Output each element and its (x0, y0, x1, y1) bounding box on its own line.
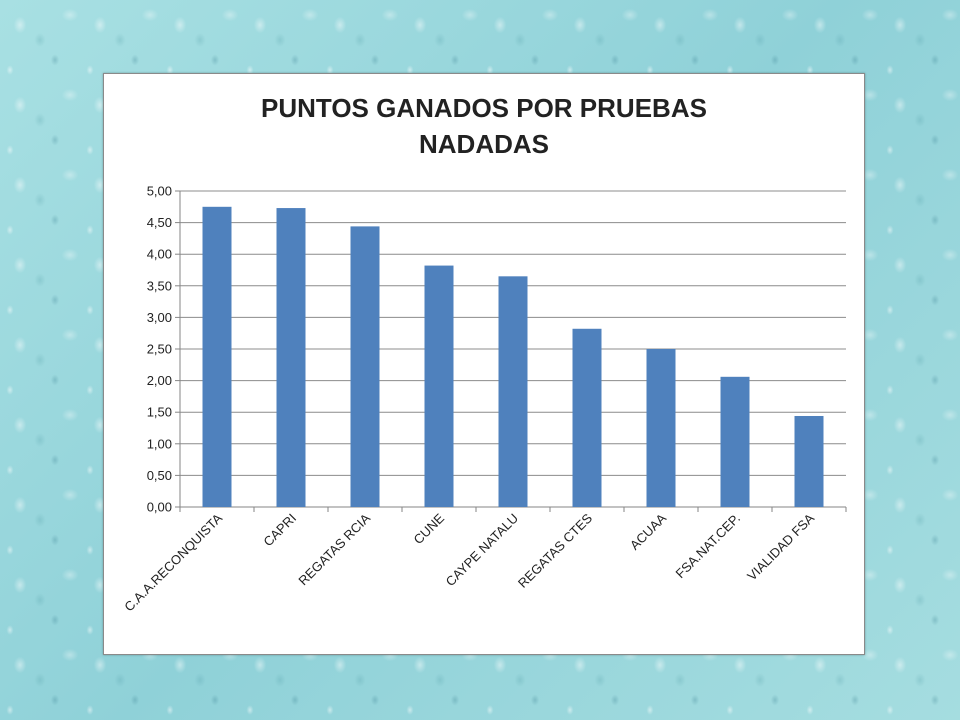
bar-chart: 0,00 0,50 1,00 1,50 2,00 2,50 3,00 3,50 4,00 4,50… (121, 184, 847, 614)
x-tick-label: C.A.A.RECONQUISTA (121, 510, 225, 614)
y-tick-label: 3,50 (147, 278, 172, 293)
bar-caype-natalu (498, 276, 528, 507)
bar-regatas-ctes (572, 328, 602, 507)
bar-regatas-rcia (350, 226, 380, 507)
x-tick-label: REGATAS RCIA (295, 510, 373, 588)
chart-title-line-2: NADADAS (419, 129, 549, 159)
y-tick-label: 0,00 (147, 500, 172, 515)
y-tick-label: 4,00 (147, 247, 172, 262)
x-tick-label: CUNE (410, 510, 447, 547)
x-tick-label: CAPRI (260, 511, 299, 550)
y-tick-label: 2,00 (147, 373, 172, 388)
chart-title-line-1: PUNTOS GANADOS POR PRUEBAS (261, 93, 707, 123)
bar-fsa-nat-cep (720, 376, 750, 507)
x-tick-label: ACUAA (627, 510, 670, 553)
y-tick-label: 3,00 (147, 310, 172, 325)
y-tick-label: 2,50 (147, 342, 172, 357)
y-tick-label: 1,50 (147, 405, 172, 420)
chart-title: PUNTOS GANADOS POR PRUEBAS NADADAS (104, 90, 864, 162)
y-tick-label: 5,00 (147, 184, 172, 199)
chart-frame: PUNTOS GANADOS POR PRUEBAS NADADAS 0,00 0… (103, 73, 865, 655)
x-tick-label: CAYPE NATALU (443, 511, 522, 590)
bar-acuaa (646, 349, 676, 507)
x-tick-label: VIALIDAD FSA (744, 510, 817, 583)
x-tick-label: REGATAS CTES (515, 510, 595, 590)
y-tick-label: 1,00 (147, 436, 172, 451)
bar-vialidad-fsa (794, 415, 824, 507)
bar-cune (424, 265, 454, 507)
y-tick-label: 0,50 (147, 468, 172, 483)
y-tick-label: 4,50 (147, 215, 172, 230)
bar-capri (276, 208, 306, 507)
bar-c-a-a-reconquista (202, 206, 232, 508)
x-tick-label: FSA.NAT.CEP. (673, 511, 744, 582)
